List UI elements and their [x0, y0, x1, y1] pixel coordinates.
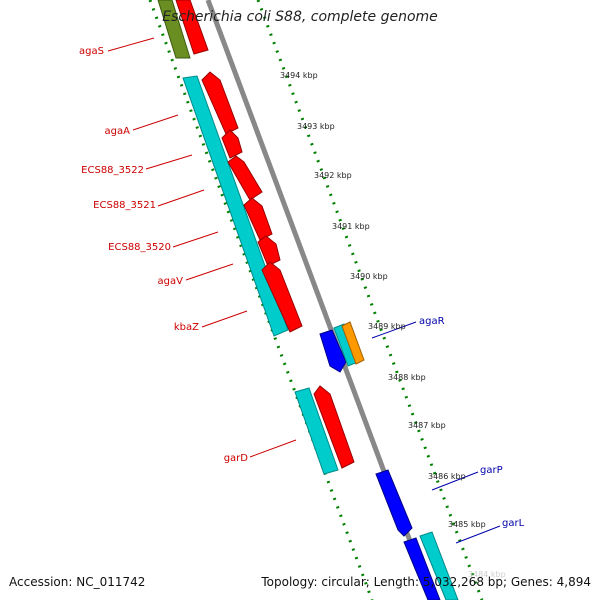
kbp-label: 3493 kbp: [297, 122, 335, 131]
gene-garD[interactable]: [313, 385, 355, 469]
kbp-label: 3485 kbp: [448, 520, 486, 529]
gene-label-agaA[interactable]: agaA: [105, 126, 131, 137]
accession-label: Accession: NC_011742: [9, 575, 146, 589]
gene-agaR-orange[interactable]: [341, 321, 365, 365]
gene-label-garL[interactable]: garL: [502, 518, 525, 529]
gene-agaS-cds[interactable]: [157, 0, 191, 59]
gene-glyphs-left: [157, 0, 355, 475]
kbp-label: 3494 kbp: [280, 71, 318, 80]
gene-garL[interactable]: [403, 537, 441, 600]
kbp-label: 3491 kbp: [332, 222, 370, 231]
kbp-label: 3490 kbp: [350, 272, 388, 281]
kbp-label: 3492 kbp: [314, 171, 352, 180]
gene-ECS88_3520[interactable]: [243, 197, 273, 241]
gene-label-agaR[interactable]: agaR: [419, 316, 445, 327]
topology-label: Topology: circular; Length: 5,032,268 bp…: [261, 575, 591, 589]
gene-label-garP[interactable]: garP: [480, 465, 503, 476]
gene-ECS88_3522[interactable]: [221, 129, 243, 159]
kbp-label: 3488 kbp: [388, 373, 426, 382]
gene-garL-cds[interactable]: [419, 531, 459, 600]
gene-agaS[interactable]: [175, 0, 209, 55]
gene-label-ECS88_3520[interactable]: ECS88_3520: [108, 242, 171, 253]
kbp-label: 3486 kbp: [428, 472, 466, 481]
kbp-label: 3484 kbp: [468, 570, 506, 579]
genome-title: Escherichia coli S88, complete genome: [162, 9, 438, 25]
gene-garD-cds[interactable]: [294, 387, 339, 475]
gene-label-ECS88_3521[interactable]: ECS88_3521: [93, 200, 156, 211]
left-label-leaders: [107, 37, 297, 458]
gene-agaR[interactable]: [319, 329, 347, 373]
gene-garP[interactable]: [375, 469, 413, 537]
kbp-label: 3487 kbp: [408, 421, 446, 430]
gene-ECS88_3521[interactable]: [227, 155, 263, 201]
gene-label-agaS[interactable]: agaS: [79, 46, 104, 57]
gene-label-garD[interactable]: garD: [224, 453, 249, 464]
gene-label-agaV[interactable]: agaV: [158, 276, 184, 287]
gene-label-ECS88_3522[interactable]: ECS88_3522: [81, 165, 144, 176]
gene-kbaZ[interactable]: [261, 261, 303, 333]
gene-agaV[interactable]: [257, 235, 281, 267]
gene-agaA-cds[interactable]: [182, 75, 289, 337]
right-label-leaders: [371, 321, 501, 544]
gene-label-kbaZ[interactable]: kbaZ: [174, 322, 199, 333]
gene-glyphs-right: [319, 321, 459, 600]
kbp-label: 3489 kbp: [368, 322, 406, 331]
gene-agaA[interactable]: [201, 71, 239, 135]
